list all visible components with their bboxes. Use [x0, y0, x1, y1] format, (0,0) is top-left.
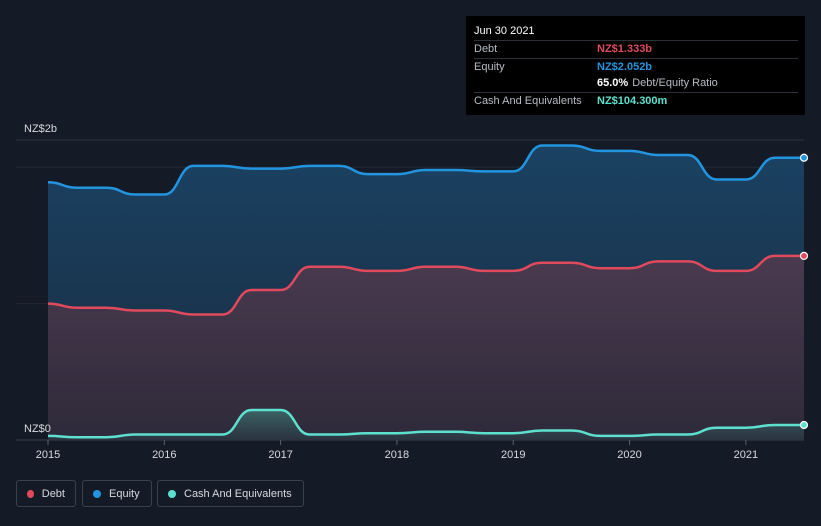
debt-end-marker	[799, 251, 809, 261]
series-lines	[47, 144, 804, 439]
legend-cash-label: Cash And Equivalents	[184, 487, 292, 500]
tooltip-cash-label: Cash And Equivalents	[474, 94, 582, 107]
tooltip-equity-value: NZ$2.052b	[597, 60, 653, 73]
x-tick-label-2020: 2020	[617, 449, 641, 461]
equity-dot-icon	[93, 489, 101, 498]
x-tick-label-2015: 2015	[36, 449, 60, 461]
debt-dot-icon	[27, 489, 34, 498]
x-tick-label-2016: 2016	[152, 449, 176, 461]
tooltip-date: Jun 30 2021	[474, 25, 535, 37]
tooltip-cash-value: NZ$104.300m	[597, 94, 668, 107]
tooltip-row-ratio: 65.0% Debt/Equity Ratio	[474, 75, 798, 92]
debt-area	[48, 255, 804, 440]
x-axis: 2015 2016 2017 2018 2019 2020 2021	[36, 440, 758, 461]
tooltip-row-cash: Cash And Equivalents NZ$104.300m	[474, 91, 798, 110]
series-areas	[48, 145, 804, 440]
cash-dot-icon	[168, 489, 176, 498]
y-label-bottom: NZ$0	[24, 423, 51, 435]
tooltip-panel: Jun 30 2021 Debt NZ$1.333b Equity NZ$2.0…	[466, 16, 805, 115]
x-tick-label-2017: 2017	[268, 449, 292, 461]
tooltip-row-debt: Debt NZ$1.333b	[474, 40, 798, 58]
tooltip-debt-value: NZ$1.333b	[597, 43, 653, 55]
end-markers	[799, 153, 809, 430]
equity-line	[47, 144, 804, 196]
legend-item-debt[interactable]: Debt	[16, 480, 76, 507]
x-tick-label-2019: 2019	[501, 449, 525, 461]
cash-area	[48, 410, 804, 440]
cash-end-marker	[799, 420, 809, 430]
tooltip-equity-label: Equity	[474, 60, 505, 73]
tooltip-ratio-label: Debt/Equity Ratio	[632, 77, 718, 89]
tooltip-ratio-value: 65.0%	[597, 77, 629, 89]
y-label-top: NZ$2b	[24, 123, 57, 135]
x-tick-label-2021: 2021	[734, 449, 758, 461]
equity-end-marker	[799, 153, 809, 162]
tooltip-row-equity: Equity NZ$2.052b	[474, 57, 798, 76]
legend-debt-label: Debt	[41, 487, 65, 500]
tooltip-debt-label: Debt	[474, 43, 498, 55]
cash-line	[47, 408, 804, 439]
x-tick-label-2018: 2018	[385, 449, 409, 461]
legend-equity-label: Equity	[109, 487, 140, 500]
debt-line	[47, 254, 804, 316]
legend-item-cash[interactable]: Cash And Equivalents	[157, 480, 304, 507]
legend-item-equity[interactable]: Equity	[82, 480, 152, 507]
